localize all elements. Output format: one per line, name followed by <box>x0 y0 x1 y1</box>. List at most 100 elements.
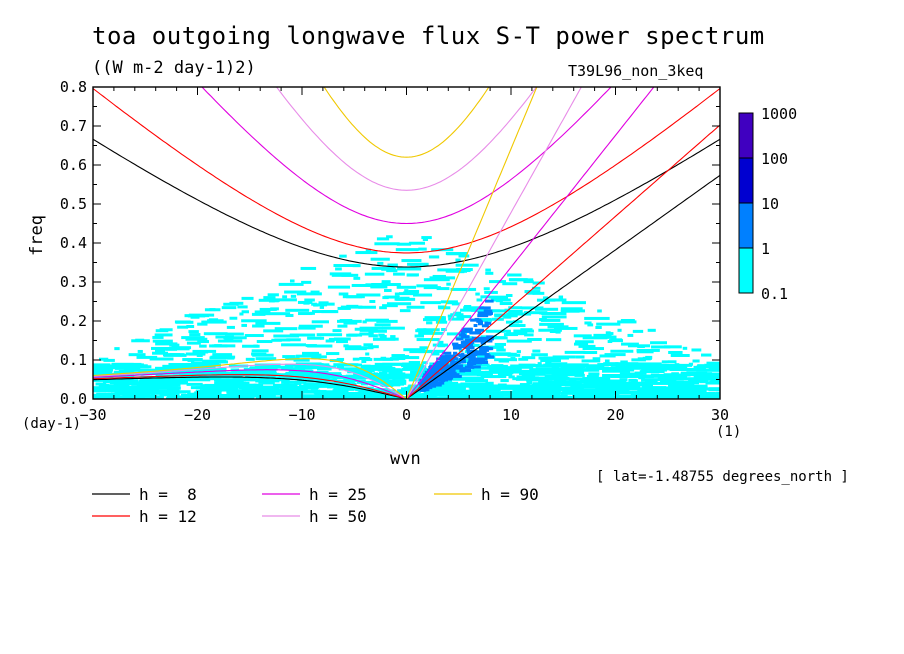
power-cell <box>441 328 447 332</box>
power-cell <box>386 302 412 306</box>
power-cell-high <box>435 360 443 364</box>
power-cell <box>93 378 123 382</box>
power-cell <box>349 386 374 390</box>
power-cell <box>494 358 518 362</box>
power-cell <box>337 324 348 328</box>
power-cell <box>409 350 425 354</box>
power-cell <box>152 335 164 339</box>
power-cell <box>115 395 136 399</box>
power-cell <box>608 379 626 383</box>
power-cell <box>492 298 511 302</box>
power-cell <box>254 310 271 314</box>
power-cell <box>239 377 250 381</box>
power-cell <box>337 306 351 310</box>
power-cell <box>558 295 564 299</box>
power-cell <box>691 348 702 352</box>
power-cell <box>599 354 616 358</box>
power-cell <box>126 397 157 399</box>
power-cell <box>610 396 631 399</box>
power-cell <box>367 388 388 392</box>
power-cell <box>699 380 709 384</box>
curve-h12-inertio-gravity <box>93 88 720 254</box>
power-cell <box>371 266 395 270</box>
power-cell <box>203 332 228 336</box>
power-cell <box>690 368 706 372</box>
power-cell <box>646 388 662 392</box>
power-cell <box>325 339 335 343</box>
curve-h12-kelvin <box>406 124 720 399</box>
power-cell <box>281 343 307 347</box>
power-cell <box>328 337 338 341</box>
power-cell <box>510 364 522 368</box>
power-cell <box>263 329 284 333</box>
power-cell <box>293 392 304 396</box>
power-cell <box>241 296 254 300</box>
x-tick-label: 10 <box>502 406 520 424</box>
power-cell <box>617 320 637 324</box>
power-cell-high <box>438 381 445 385</box>
power-cell <box>458 254 470 258</box>
power-cell-high <box>421 385 430 389</box>
power-cell <box>610 375 643 379</box>
power-cell <box>319 305 325 309</box>
power-cell <box>190 386 216 390</box>
power-cell <box>523 280 534 284</box>
power-cell <box>395 248 419 252</box>
power-cell <box>374 242 400 246</box>
power-cell <box>150 368 164 372</box>
power-cell <box>584 321 592 325</box>
power-cell <box>204 383 221 387</box>
power-cell <box>304 379 328 383</box>
power-cell <box>418 247 427 251</box>
power-cell <box>552 355 576 359</box>
power-cell <box>606 335 617 339</box>
power-cell-high <box>479 306 491 310</box>
power-cell <box>131 339 150 343</box>
power-cell-high <box>432 373 445 377</box>
power-cell <box>212 353 233 357</box>
power-cell <box>336 365 344 369</box>
power-cell <box>237 305 248 309</box>
curve-h25-rossby <box>93 369 407 399</box>
power-cell <box>233 383 257 387</box>
power-cell <box>560 391 592 395</box>
power-cell <box>313 303 328 307</box>
power-cell <box>241 319 267 323</box>
chart-title: toa outgoing longwave flux S-T power spe… <box>92 22 765 50</box>
power-cell <box>598 378 607 382</box>
power-cell <box>541 388 566 392</box>
power-cell <box>365 352 370 356</box>
power-cell <box>381 280 391 284</box>
power-cell <box>489 280 507 284</box>
dispersion-curves <box>93 87 720 399</box>
power-cell <box>446 332 468 336</box>
power-cell <box>274 327 298 331</box>
power-cell <box>152 351 169 355</box>
power-cell-high <box>483 309 493 313</box>
power-cell <box>470 308 488 312</box>
power-cell <box>202 359 227 363</box>
power-cell <box>545 390 561 394</box>
power-cell <box>255 321 281 325</box>
power-cell <box>236 394 256 398</box>
power-cell <box>452 386 466 390</box>
power-cell-high <box>453 366 462 370</box>
power-cell <box>583 381 604 385</box>
power-cell <box>297 379 305 383</box>
power-cell <box>268 387 278 391</box>
power-cell <box>516 375 536 379</box>
power-cell <box>285 308 310 312</box>
power-cell <box>195 389 210 393</box>
power-cell <box>126 365 152 369</box>
power-cell <box>200 364 207 368</box>
power-cell <box>248 385 276 389</box>
power-cell <box>445 269 467 273</box>
power-cell-high <box>464 338 476 342</box>
power-cell <box>435 320 448 324</box>
power-cell <box>301 280 312 284</box>
power-cell <box>406 273 418 277</box>
power-cell <box>353 276 361 280</box>
power-cell <box>696 365 720 369</box>
power-cell <box>564 350 586 354</box>
power-cell <box>668 383 695 387</box>
